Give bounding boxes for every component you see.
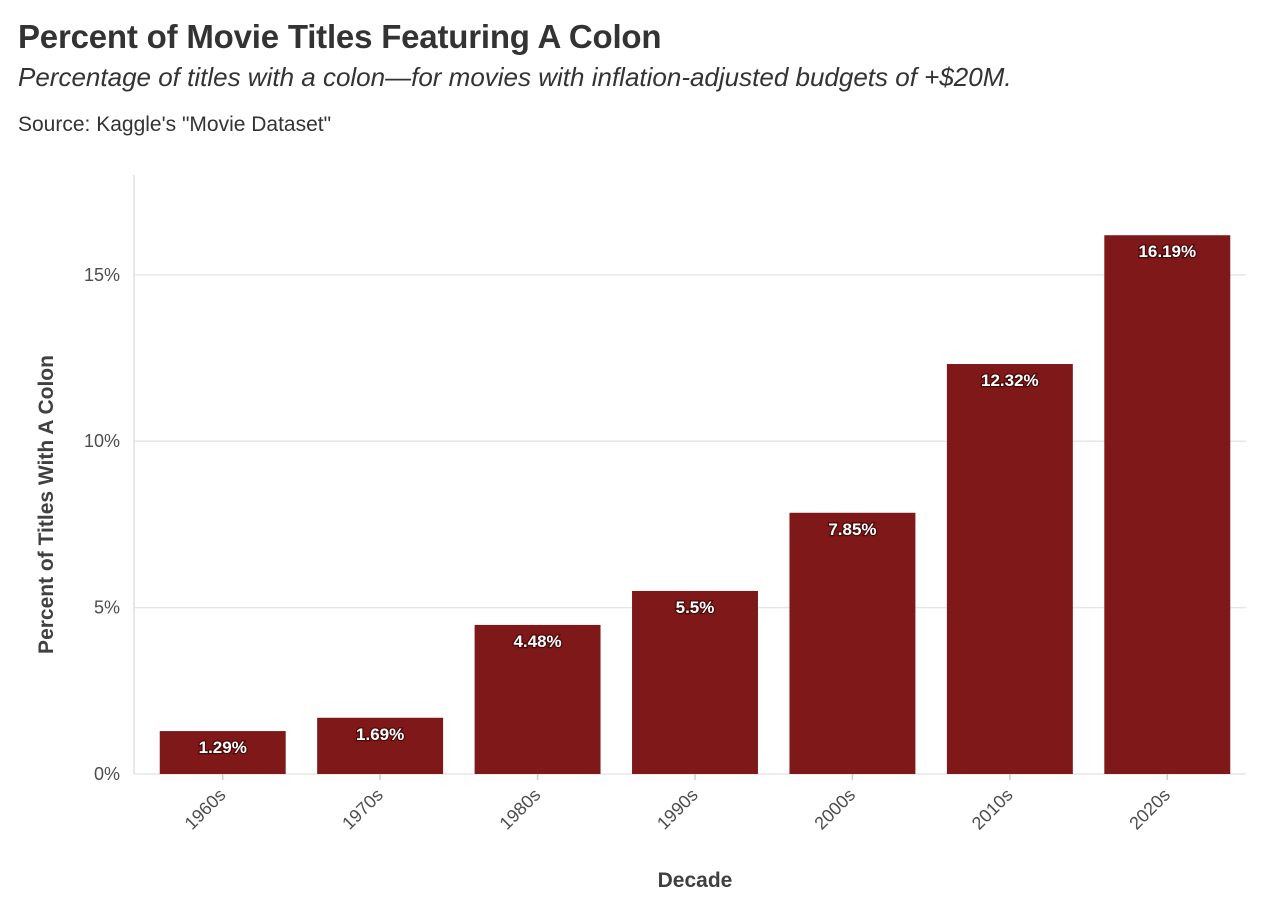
- bar-2020s: [1104, 235, 1231, 774]
- y-axis-ticks: 0% 5% 10% 15%: [84, 265, 120, 784]
- x-tick-label: 2010s: [968, 785, 1017, 834]
- x-tick-label: 1980s: [496, 785, 545, 834]
- bar-data-label: 5.5%: [676, 598, 715, 617]
- y-tick-label: 5%: [94, 598, 120, 618]
- bar-data-label: 7.85%: [828, 520, 876, 539]
- bar-1960s: [159, 731, 286, 774]
- y-tick-label: 0%: [94, 764, 120, 784]
- bars: 1.29% 1.69% 4.48% 5.5% 7.85% 12.32% 16.19%: [159, 235, 1231, 774]
- y-tick-label: 15%: [84, 265, 120, 285]
- bar-1970s: [317, 717, 444, 774]
- bar-data-label: 12.32%: [981, 371, 1039, 390]
- x-axis-ticks: 1960s 1970s 1980s 1990s 2000s 2010s 2020s: [181, 774, 1174, 834]
- chart-title: Percent of Movie Titles Featuring A Colo…: [18, 18, 662, 55]
- bar-1980s: [474, 624, 601, 774]
- y-tick-label: 10%: [84, 431, 120, 451]
- chart-subtitle: Percentage of titles with a colon—for mo…: [18, 62, 1012, 92]
- x-tick-label: 1960s: [181, 785, 230, 834]
- x-axis-title: Decade: [658, 869, 733, 892]
- bar-data-label: 4.48%: [513, 632, 561, 651]
- x-tick-label: 2020s: [1125, 785, 1174, 834]
- x-tick-label: 1990s: [653, 785, 702, 834]
- bar-2000s: [789, 512, 916, 774]
- bar-data-label: 1.29%: [199, 738, 247, 757]
- bar-2010s: [946, 364, 1073, 774]
- bar-data-label: 1.69%: [356, 725, 404, 744]
- bar-data-label: 16.19%: [1138, 242, 1196, 261]
- chart-source: Source: Kaggle's "Movie Dataset": [18, 113, 332, 136]
- x-tick-label: 1970s: [338, 785, 387, 834]
- bar-1990s: [632, 590, 758, 774]
- y-axis-title: Percent of Titles With A Colon: [35, 355, 58, 654]
- x-tick-label: 2000s: [810, 785, 859, 834]
